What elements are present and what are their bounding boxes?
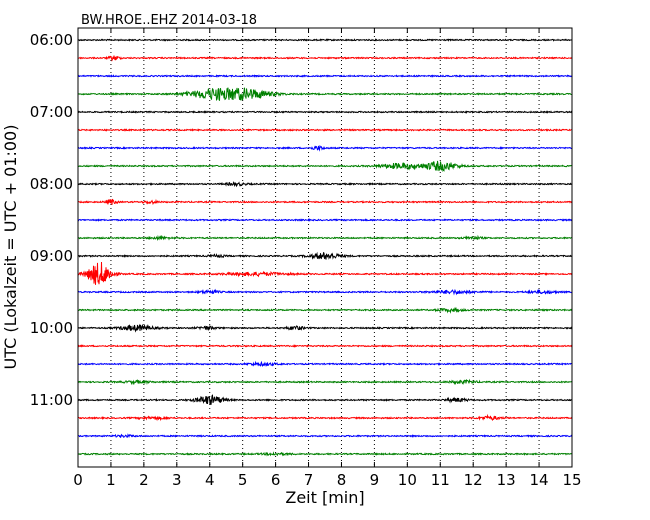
trace-0745 [77, 160, 573, 173]
trace-0815 [77, 198, 573, 206]
x-tick-label: 0 [73, 471, 83, 489]
x-tick-label: 7 [304, 471, 314, 489]
chart-title: BW.HROE..EHZ 2014-03-18 [81, 13, 257, 28]
trace-1145 [77, 451, 573, 457]
x-tick-label: 6 [271, 471, 281, 489]
trace-0730 [77, 144, 573, 152]
x-tick-label: 13 [497, 471, 516, 489]
trace-1100 [77, 394, 573, 405]
trace-1130 [77, 433, 573, 439]
x-tick-label: 2 [139, 471, 149, 489]
x-tick-label: 5 [238, 471, 248, 489]
x-tick-label: 8 [337, 471, 347, 489]
trace-group [77, 38, 573, 457]
x-tick-label: 10 [398, 471, 417, 489]
trace-1015 [77, 344, 573, 348]
y-tick-label: 06:00 [30, 31, 73, 49]
x-tick-label: 3 [172, 471, 182, 489]
trace-0915 [77, 262, 573, 285]
x-tick-label: 15 [562, 471, 581, 489]
trace-1115 [77, 413, 573, 422]
y-tick-label: 09:00 [30, 247, 73, 265]
trace-1030 [77, 360, 573, 368]
trace-0830 [77, 218, 573, 222]
trace-0600 [77, 38, 573, 42]
y-tick-label: 07:00 [30, 103, 73, 121]
x-tick-label: 9 [370, 471, 380, 489]
y-tick-label: 08:00 [30, 175, 73, 193]
y-tick-label: 10:00 [30, 319, 73, 337]
x-tick-label: 4 [205, 471, 215, 489]
y-tick-group: 06:00 07:00 08:00 09:00 10:00 11:00 [30, 31, 572, 409]
trace-0630 [77, 74, 573, 78]
trace-0800 [77, 180, 573, 188]
trace-1000 [77, 323, 573, 333]
x-tick-label: 11 [431, 471, 450, 489]
trace-1045 [77, 378, 573, 386]
x-axis-title: Zeit [min] [285, 488, 364, 507]
trace-0645 [77, 87, 573, 102]
x-tick-label: 1 [106, 471, 116, 489]
trace-0700 [77, 110, 573, 114]
trace-0615 [77, 55, 573, 62]
trace-0900 [77, 251, 573, 260]
trace-0845 [77, 234, 573, 242]
trace-0930 [77, 288, 573, 296]
x-tick-group: 0 1 2 3 4 5 6 7 8 9 10 11 12 13 14 15 [73, 28, 582, 489]
trace-0715 [77, 128, 573, 132]
y-axis-title: UTC (Lokalzeit = UTC + 01:00) [1, 125, 20, 370]
trace-0945 [77, 306, 573, 314]
plot-frame [77, 27, 573, 468]
y-tick-label: 11:00 [30, 391, 73, 409]
x-tick-label: 14 [530, 471, 549, 489]
x-tick-label: 12 [464, 471, 483, 489]
